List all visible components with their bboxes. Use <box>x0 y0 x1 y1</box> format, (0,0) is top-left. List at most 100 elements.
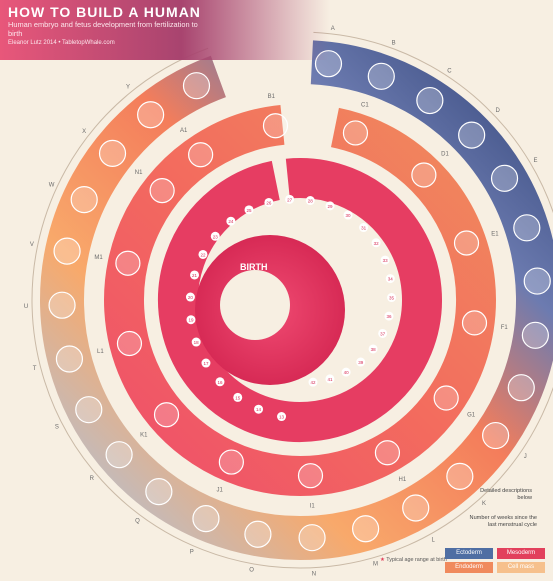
week-dot <box>385 274 395 284</box>
embryo-cell-icon <box>53 237 81 265</box>
week-dot <box>198 249 208 259</box>
week-number: 22 <box>200 252 206 257</box>
page-subtitle: Human embryo and fetus development from … <box>8 20 198 38</box>
week-dot <box>233 392 243 402</box>
week-number: 42 <box>311 380 317 385</box>
inner-letter: N1 <box>135 170 143 176</box>
week-number: 21 <box>192 273 198 278</box>
outer-letter: J <box>524 454 527 460</box>
week-dot <box>384 311 394 321</box>
outer-letter: W <box>49 182 55 188</box>
week-dot <box>215 377 225 387</box>
outer-letter: D <box>495 108 500 114</box>
outer-letter: U <box>24 304 28 310</box>
week-number: 36 <box>386 314 392 319</box>
birth-label: BIRTH <box>240 262 268 272</box>
week-dot <box>371 238 381 248</box>
embryo-cell-icon <box>513 214 541 242</box>
inner-letter: M1 <box>94 255 103 261</box>
fetus-icon <box>153 402 180 428</box>
embryo-cell-icon <box>446 462 474 490</box>
inner-letter: H1 <box>398 477 406 483</box>
embryo-cell-icon <box>70 186 98 214</box>
outer-letter: B <box>392 40 396 46</box>
fetus-icon <box>461 310 488 336</box>
fetus-icon <box>188 142 214 168</box>
week-number: 23 <box>213 234 219 239</box>
embryo-cell-icon <box>352 515 380 543</box>
week-dot <box>380 255 390 265</box>
embryo-cell-icon <box>490 164 519 192</box>
week-dot <box>356 357 366 367</box>
week-number: 34 <box>388 277 394 282</box>
week-dot <box>285 194 295 204</box>
embryo-cell-icon <box>75 396 103 424</box>
fetus-icon <box>149 177 175 204</box>
inner-letter: E1 <box>491 231 499 237</box>
core-hole <box>220 270 290 340</box>
embryo-cell-icon <box>521 321 549 349</box>
embryo-cell-icon <box>192 505 220 533</box>
week-number: 16 <box>217 380 223 385</box>
embryo-cell-icon <box>507 374 535 402</box>
outer-letter: S <box>55 424 59 430</box>
week-dot <box>359 223 369 233</box>
embryo-cell-icon <box>244 520 272 548</box>
inner-letter: L1 <box>97 349 104 355</box>
week-number: 30 <box>346 213 352 218</box>
week-number: 38 <box>371 347 377 352</box>
outer-letter: L <box>432 537 436 543</box>
fetus-icon <box>374 440 401 466</box>
outer-letter: N <box>312 572 316 578</box>
fetus-icon <box>453 230 480 256</box>
week-dot <box>244 205 254 215</box>
fetus-icon <box>433 385 459 411</box>
outer-letter: M <box>373 561 378 567</box>
embryo-cell-icon <box>416 86 444 115</box>
inner-letter: J1 <box>216 488 223 494</box>
outer-letter: A <box>331 26 335 32</box>
outer-letter: X <box>82 129 86 135</box>
week-dot <box>190 270 200 280</box>
credit-line: Eleanor Lutz 2014 • TabletopWhale.com <box>8 40 115 46</box>
embryo-cell-icon <box>458 121 486 149</box>
embryo-cell-icon <box>182 72 211 100</box>
outer-letter: C <box>447 68 452 74</box>
week-number: 39 <box>358 360 364 365</box>
week-number: 24 <box>228 219 234 224</box>
week-number: 31 <box>361 226 367 231</box>
week-number: 18 <box>194 340 200 345</box>
inner-letter: K1 <box>140 432 148 438</box>
week-dot <box>191 337 201 347</box>
embryo-cell-icon <box>55 345 84 373</box>
outer-letter: V <box>30 242 34 248</box>
week-number: 41 <box>327 377 333 382</box>
week-dot <box>254 404 264 414</box>
embryo-cell-icon <box>105 441 133 469</box>
week-dot <box>378 328 388 338</box>
week-number: 17 <box>203 361 209 366</box>
fetus-icon <box>342 120 369 146</box>
inner-letter: D1 <box>441 152 449 158</box>
middle-ring <box>104 104 496 496</box>
week-number: 25 <box>247 208 253 213</box>
embryo-cell-icon <box>145 478 173 506</box>
week-number: 19 <box>188 318 194 323</box>
week-number: 33 <box>383 258 389 263</box>
week-number: 40 <box>344 370 350 375</box>
inner-letter: G1 <box>467 413 476 419</box>
week-number: 28 <box>308 199 314 204</box>
detailed-note: Detailed descriptions below <box>480 488 532 501</box>
legend-ectoderm: Ectoderm <box>445 548 493 559</box>
fetus-icon <box>411 162 437 188</box>
legend-endoderm: Endoderm <box>445 562 493 573</box>
week-dot <box>325 201 335 211</box>
week-dot <box>277 412 287 422</box>
inner-letter: B1 <box>268 94 276 100</box>
week-dot <box>387 293 397 303</box>
outer-letter: O <box>249 568 254 574</box>
week-number: 26 <box>266 200 272 205</box>
week-number: 14 <box>256 407 262 412</box>
